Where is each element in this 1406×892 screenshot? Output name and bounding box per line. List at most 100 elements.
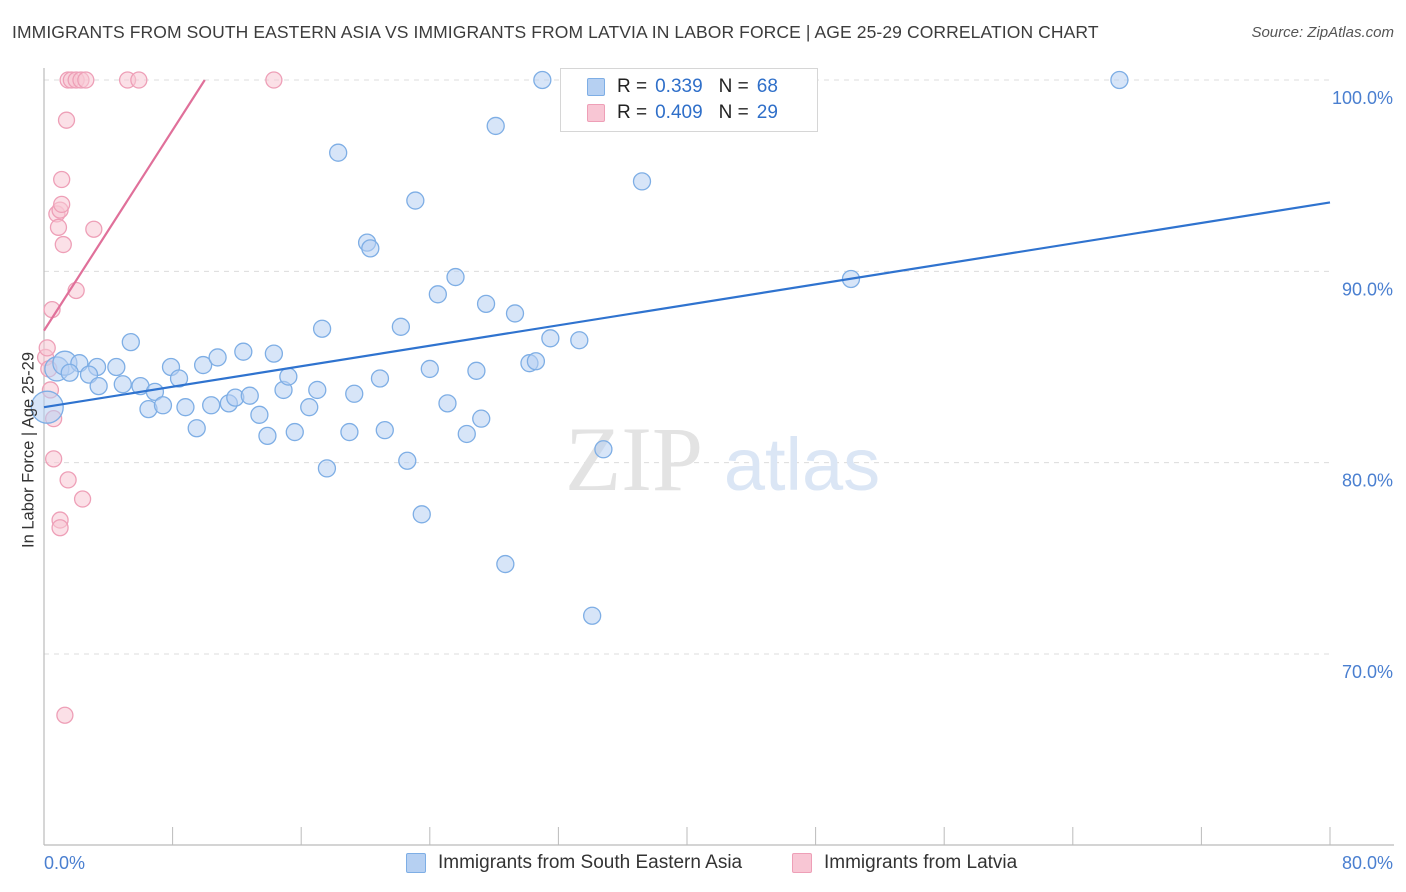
y-tick-label: 100.0% — [1332, 88, 1393, 108]
latvia-point — [38, 339, 56, 357]
legend-n-value: 29 — [756, 102, 778, 123]
legend-item-label: Immigrants from Latvia — [824, 852, 1018, 873]
sea-point — [240, 386, 259, 405]
sea-point — [89, 376, 108, 396]
series-legend: Immigrants from South Eastern Asia Immig… — [0, 852, 1406, 878]
latvia-point — [59, 471, 77, 489]
sea-point — [457, 424, 476, 444]
sea-point — [250, 405, 269, 424]
grid-lines — [44, 79, 1330, 655]
sea-point — [345, 384, 364, 403]
sea-point — [60, 363, 79, 382]
sea-point — [446, 267, 465, 287]
latvia-point — [56, 706, 74, 724]
latvia-point — [49, 218, 68, 236]
sea-point — [583, 606, 602, 625]
legend-item-label: Immigrants from South Eastern Asia — [438, 852, 743, 873]
sea-point — [234, 342, 253, 361]
sea-point — [496, 554, 515, 574]
sea-point — [391, 317, 411, 336]
legend-row-latvia: R = 0.409 N = 29 — [587, 100, 778, 126]
latvia-point — [73, 490, 92, 508]
legend-n-label: N = — [718, 102, 749, 123]
sea-point — [121, 332, 140, 352]
sea-point — [1110, 70, 1129, 90]
sea-point — [176, 398, 195, 417]
sea-point — [533, 70, 552, 90]
sea-point — [312, 319, 332, 338]
latvia-point — [51, 519, 69, 537]
watermark-zip: ZIP — [565, 408, 703, 510]
sea-trendline — [43, 201, 1331, 409]
latvia-point — [53, 195, 71, 214]
sea-point — [193, 355, 213, 375]
sea-point — [467, 361, 486, 380]
trendlines — [43, 79, 1331, 409]
sea-point — [398, 451, 417, 470]
y-tick-label: 90.0% — [1342, 279, 1393, 299]
legend-r-label: R = — [617, 102, 648, 123]
sea-point — [375, 420, 394, 440]
sea-point — [541, 329, 560, 348]
watermark: ZIP atlas — [565, 408, 880, 510]
source-credit: Source: ZipAtlas.com — [1251, 24, 1394, 41]
latvia-point — [44, 450, 63, 468]
sea-point — [428, 285, 447, 304]
sea-point — [476, 294, 496, 314]
latvia-point — [53, 170, 71, 189]
tick-labels: 70.0% 80.0% 90.0% 100.0% 0.0% 80.0% — [44, 88, 1393, 873]
sea-point — [406, 191, 425, 210]
sea-point — [285, 422, 304, 442]
latvia-point — [85, 220, 103, 238]
sea-point — [329, 143, 348, 162]
x-tick-label: 0.0% — [44, 853, 85, 873]
sea-point — [169, 369, 189, 388]
legend-row-sea: R = 0.339 N = 68 — [587, 74, 778, 100]
sea-point — [594, 440, 613, 459]
sea-point — [308, 380, 327, 400]
latvia-point — [57, 111, 76, 129]
pink-swatch-icon — [587, 104, 605, 122]
chart-title: IMMIGRANTS FROM SOUTH EASTERN ASIA VS IM… — [12, 22, 1099, 42]
sea-point — [279, 367, 298, 386]
y-tick-label: 70.0% — [1342, 662, 1393, 682]
latvia-point — [130, 71, 148, 89]
sea-point — [526, 352, 546, 371]
legend-r-value: 0.409 — [655, 102, 703, 123]
sea-points — [30, 70, 1129, 625]
latvia-point — [265, 71, 283, 89]
sea-point — [486, 116, 505, 136]
legend-r-value: 0.339 — [655, 76, 703, 97]
pink-swatch-icon — [792, 853, 812, 873]
sea-point — [187, 419, 206, 438]
y-axis-label-wrap: In Labor Force | Age 25-29 — [18, 300, 40, 600]
y-tick-label: 80.0% — [1342, 471, 1393, 491]
sea-point — [420, 359, 439, 379]
sea-point — [438, 394, 457, 413]
legend-n-value: 68 — [756, 76, 778, 97]
sea-point — [107, 357, 126, 377]
sea-point — [264, 344, 284, 363]
sea-point — [370, 369, 390, 388]
sea-point — [340, 422, 359, 442]
x-tick-label: 80.0% — [1342, 853, 1393, 873]
correlation-legend: R = 0.339 N = 68 R = 0.409 N = 29 — [560, 68, 818, 132]
sea-point — [113, 375, 132, 394]
sea-point — [505, 304, 525, 323]
sea-point — [202, 396, 221, 415]
legend-n-label: N = — [718, 76, 749, 97]
sea-point — [317, 459, 337, 478]
sea-point — [632, 172, 652, 191]
sea-point — [472, 409, 491, 428]
y-axis-label: In Labor Force | Age 25-29 — [19, 352, 38, 548]
legend-item-sea[interactable]: Immigrants from South Eastern Asia — [406, 852, 742, 874]
sea-point — [412, 505, 431, 524]
latvia-trendline — [43, 79, 206, 332]
legend-item-latvia[interactable]: Immigrants from Latvia — [792, 852, 1017, 874]
latvia-point — [77, 71, 95, 89]
sea-point — [208, 348, 227, 367]
blue-swatch-icon — [406, 853, 426, 873]
sea-point — [570, 331, 589, 350]
latvia-point — [54, 235, 72, 254]
